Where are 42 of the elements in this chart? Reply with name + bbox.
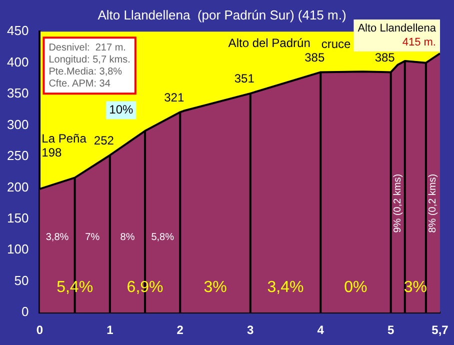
annotation: 9% (0,2 kms) xyxy=(392,174,404,233)
y-tick-label: 0 xyxy=(21,304,29,320)
x-tick-label: 1 xyxy=(106,323,114,338)
x-tick-label: 3 xyxy=(247,323,254,338)
annotation: Alto Llandellena 415 m. xyxy=(358,22,437,48)
annotation: 252 xyxy=(94,134,114,148)
annotation: cruce xyxy=(321,37,352,52)
annotation: Cfte. APM: 34 xyxy=(48,78,111,90)
annotation: Alto del Padrún xyxy=(228,36,310,50)
chart-title: Alto Llandellena (por Padrún Sur) (415 m.) xyxy=(98,7,346,22)
annotation: Pte.Media: 3,8% xyxy=(48,66,122,78)
y-tick-label: 150 xyxy=(6,210,29,226)
x-tick-label: 5 xyxy=(387,323,394,338)
annotation: 385 xyxy=(304,50,325,64)
annotation: 3,4% xyxy=(267,279,304,296)
annotation: 7% xyxy=(85,232,100,243)
annotation: 8% xyxy=(120,232,135,243)
annotation: 198 xyxy=(42,145,62,160)
y-tick-label: 300 xyxy=(6,116,29,132)
annotation: 0% xyxy=(344,279,368,296)
y-tick-label: 100 xyxy=(6,242,29,257)
y-tick-label: 200 xyxy=(6,179,29,194)
annotation: 321 xyxy=(164,90,184,104)
y-tick-label: 400 xyxy=(6,54,29,70)
annotation: 10% xyxy=(109,102,134,117)
x-tick-label: 5,7 xyxy=(432,323,449,338)
annotation: 351 xyxy=(234,72,255,86)
x-tick-label: 4 xyxy=(317,323,324,338)
y-tick-label: 350 xyxy=(6,86,29,101)
y-tick-label: 450 xyxy=(6,23,29,38)
annotation: Longitud: 5,7 kms. xyxy=(48,54,130,66)
y-tick-label: 250 xyxy=(6,148,29,164)
x-tick-label: 0 xyxy=(36,323,44,338)
annotation: 8% (0,2 kms) xyxy=(428,174,439,233)
annotation: 3% xyxy=(204,279,227,296)
y-tick-label: 50 xyxy=(14,272,29,288)
annotation: 5,8% xyxy=(151,232,174,243)
annotation: La Peña xyxy=(42,131,87,146)
x-tick-label: 2 xyxy=(176,323,184,338)
annotation: 3,8% xyxy=(46,232,69,243)
annotation: Desnivel: 217 m. xyxy=(48,42,126,54)
annotation: 385 xyxy=(374,50,396,64)
